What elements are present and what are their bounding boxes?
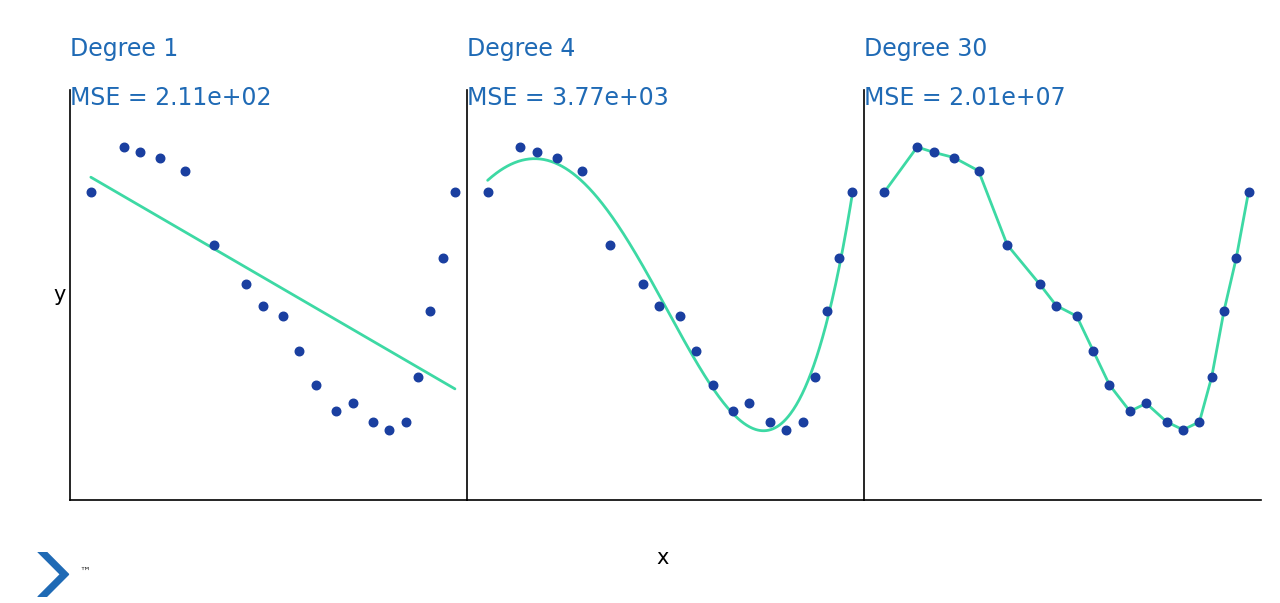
Point <box>129 148 150 157</box>
Point <box>805 372 826 382</box>
Point <box>1066 311 1087 321</box>
Point <box>1137 399 1157 408</box>
Point <box>1120 406 1140 416</box>
Point <box>740 399 760 408</box>
Point <box>632 280 653 289</box>
Point <box>326 406 347 416</box>
Point <box>433 253 453 263</box>
Text: x: x <box>657 548 669 568</box>
Text: Degree 30: Degree 30 <box>864 37 987 61</box>
Text: MSE = 2.01e+07: MSE = 2.01e+07 <box>864 86 1066 110</box>
Point <box>759 417 780 427</box>
Point <box>686 346 707 355</box>
Point <box>1046 301 1066 311</box>
Text: MSE = 3.77e+03: MSE = 3.77e+03 <box>467 86 669 110</box>
Point <box>204 240 224 250</box>
Point <box>923 148 943 157</box>
Text: Degree 4: Degree 4 <box>467 37 576 61</box>
Point <box>81 187 101 197</box>
Point <box>343 399 364 408</box>
Point <box>908 142 928 152</box>
Point <box>408 372 429 382</box>
Point <box>396 417 416 427</box>
Point <box>669 311 690 321</box>
Point <box>1202 372 1222 382</box>
Point <box>511 142 531 152</box>
Text: Degree 1: Degree 1 <box>70 37 179 61</box>
Point <box>306 380 326 390</box>
Point <box>776 425 796 435</box>
Point <box>252 301 273 311</box>
Point <box>547 153 567 162</box>
Point <box>174 166 195 175</box>
Point <box>600 240 621 250</box>
Point <box>723 406 744 416</box>
Point <box>526 148 547 157</box>
Point <box>362 417 383 427</box>
Point <box>792 417 813 427</box>
Point <box>1238 187 1258 197</box>
Point <box>1189 417 1210 427</box>
Polygon shape <box>38 552 69 597</box>
Point <box>997 240 1018 250</box>
Point <box>1172 425 1193 435</box>
Point <box>1083 346 1103 355</box>
Point <box>236 280 256 289</box>
Point <box>874 187 895 197</box>
Point <box>379 425 399 435</box>
Point <box>1226 253 1247 263</box>
Point <box>841 187 861 197</box>
Y-axis label: y: y <box>52 285 65 306</box>
Point <box>649 301 669 311</box>
Point <box>829 253 850 263</box>
Text: ™: ™ <box>79 567 91 576</box>
Point <box>1029 280 1050 289</box>
Point <box>571 166 591 175</box>
Point <box>943 153 964 162</box>
Point <box>273 311 293 321</box>
Point <box>444 187 465 197</box>
Point <box>817 306 837 316</box>
Point <box>1213 306 1234 316</box>
Point <box>420 306 440 316</box>
Point <box>968 166 988 175</box>
Point <box>1100 380 1120 390</box>
Point <box>703 380 723 390</box>
Point <box>1156 417 1176 427</box>
Point <box>477 187 498 197</box>
Point <box>289 346 310 355</box>
Text: MSE = 2.11e+02: MSE = 2.11e+02 <box>70 86 271 110</box>
Point <box>114 142 134 152</box>
Point <box>150 153 170 162</box>
